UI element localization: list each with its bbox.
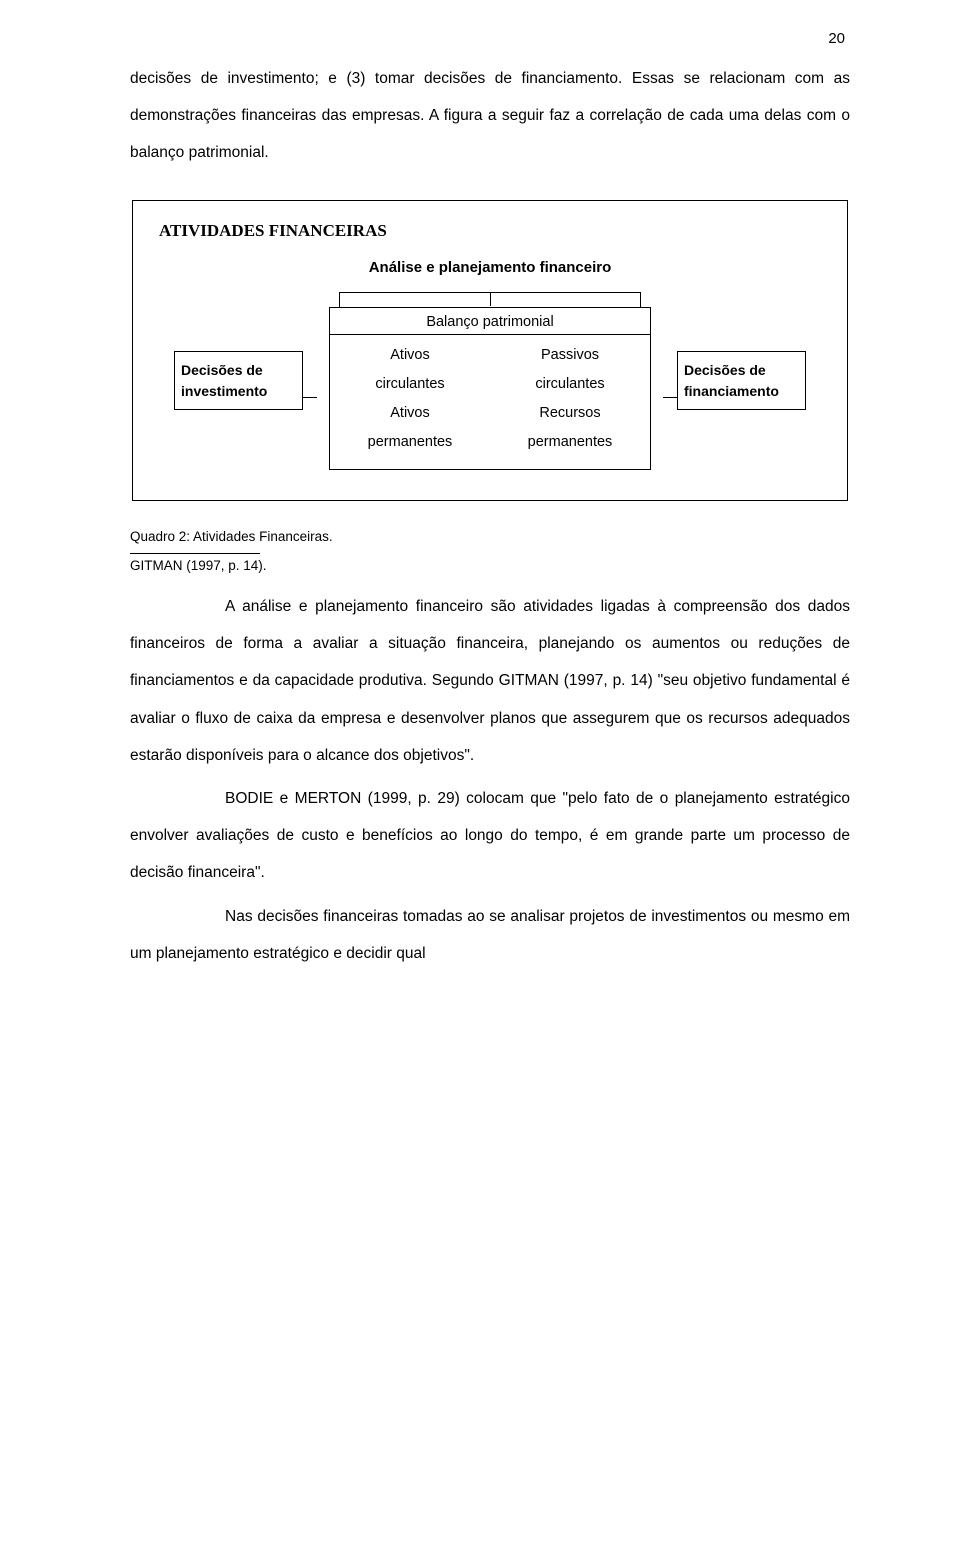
figure-title: ATIVIDADES FINANCEIRAS [159,221,827,241]
figure-caption: Quadro 2: Atividades Financeiras. GITMAN… [130,527,850,577]
passivos-line4: permanentes [528,434,613,450]
tick-icon [329,459,330,469]
balance-col-passivos: Passivos circulantes Recursos permanente… [490,335,650,463]
connector-right [663,397,677,398]
passivos-line3: Recursos [539,405,600,421]
balance-col-ativos: Ativos circulantes Ativos permanentes [330,335,490,463]
passivos-line2: circulantes [535,376,604,392]
ativos-line2: circulantes [375,376,444,392]
body-paragraph-3: Nas decisões financeiras tomadas ao se a… [130,898,850,972]
left-decision-box: Decisões de investimento [174,351,303,410]
balance-title: Balanço patrimonial [330,314,650,330]
balance-box: Balanço patrimonial Ativos circulantes A… [329,307,651,470]
body-paragraph-1: A análise e planejamento financeiro são … [130,588,850,774]
balance-columns: Ativos circulantes Ativos permanentes Pa… [330,334,650,463]
ativos-line1: Ativos [390,347,430,363]
figure-subtitle: Análise e planejamento financeiro [153,259,827,276]
figure-atividades-financeiras: ATIVIDADES FINANCEIRAS Análise e planeja… [132,200,848,501]
ativos-line3: Ativos [390,405,430,421]
caption-quadro: Quadro 2: Atividades Financeiras. [130,529,333,544]
ativos-line4: permanentes [368,434,453,450]
caption-source: GITMAN (1997, p. 14). [130,558,267,573]
body-paragraph-2: BODIE e MERTON (1999, p. 29) colocam que… [130,780,850,892]
right-decision-box: Decisões de financiamento [677,351,806,410]
page-number: 20 [828,30,845,47]
connector-left [303,397,317,398]
top-connector [339,292,641,307]
passivos-line1: Passivos [541,347,599,363]
caption-divider [130,553,260,554]
tick-icon [650,459,651,469]
page-container: 20 decisões de investimento; e (3) tomar… [0,0,960,1558]
center-balance-stack: Balanço patrimonial Ativos circulantes A… [329,292,651,470]
diagram: Decisões de investimento Balanço patrimo… [153,292,827,470]
intro-paragraph: decisões de investimento; e (3) tomar de… [130,60,850,172]
